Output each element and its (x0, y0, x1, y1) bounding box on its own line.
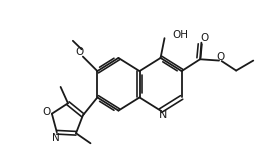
Text: O: O (216, 52, 225, 62)
Text: N: N (52, 133, 60, 143)
Text: O: O (76, 47, 84, 57)
Text: O: O (200, 33, 208, 43)
Text: O: O (42, 107, 50, 117)
Text: OH: OH (172, 30, 188, 40)
Text: N: N (158, 110, 167, 120)
